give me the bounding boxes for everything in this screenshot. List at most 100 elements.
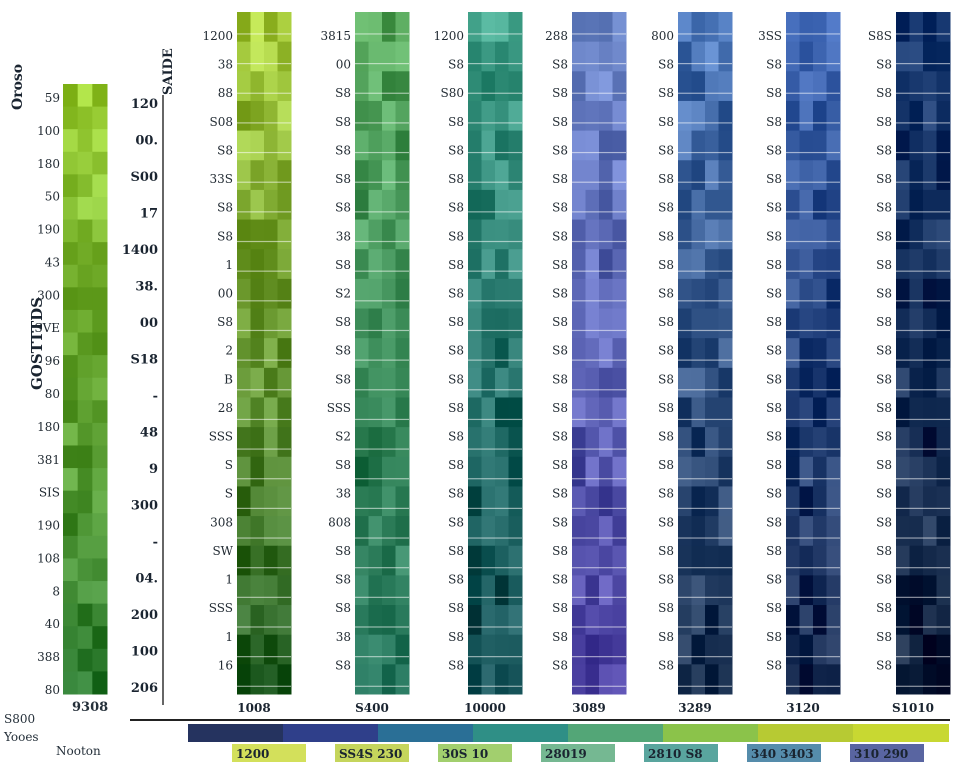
- column-row-label: S8: [658, 401, 674, 415]
- column-row-label: 1: [225, 258, 233, 272]
- column-cell: [599, 516, 613, 547]
- column-cell: [468, 12, 482, 43]
- column-cell: [395, 634, 410, 665]
- left-column-cell: [77, 129, 93, 153]
- mid-axis-tick: -: [153, 389, 158, 404]
- column-cell-stripe: [572, 240, 626, 243]
- column-cell-stripe: [786, 63, 840, 65]
- legend-label-3: Nooton: [56, 744, 101, 758]
- column-cell: [705, 278, 719, 310]
- column-cell: [909, 249, 924, 280]
- column-cell-stripe: [355, 300, 409, 302]
- column-cell: [909, 367, 924, 398]
- column-cell: [585, 575, 600, 606]
- column-row-label: S8: [335, 258, 351, 272]
- left-column-cell: [63, 671, 79, 695]
- left-axis-tick: 381: [37, 453, 60, 467]
- column-cell: [585, 516, 600, 547]
- column-row-label: 808: [328, 515, 351, 529]
- column-cell: [382, 486, 396, 517]
- column-row-label: S8: [552, 58, 568, 72]
- column-cell: [355, 367, 369, 398]
- column-row-label: S8: [448, 58, 464, 72]
- column-cell: [237, 219, 251, 250]
- column-cell: [612, 664, 627, 695]
- column-cell: [237, 486, 251, 517]
- legend-color-swatch: [758, 724, 854, 742]
- column-cell: [705, 605, 719, 636]
- column-cell: [355, 308, 369, 339]
- column-cell: [599, 278, 613, 310]
- column-cell: [277, 397, 292, 428]
- column-cell-stripe: [468, 448, 522, 450]
- column-row-label: S8: [876, 401, 892, 415]
- column-row-label: S8: [766, 172, 782, 186]
- column-cell-stripe: [237, 240, 291, 243]
- left-column-cell: [63, 151, 79, 175]
- left-column-cell: [77, 309, 93, 334]
- column-cell-stripe: [355, 656, 409, 658]
- column-cell: [691, 605, 706, 636]
- column-cell-stripe: [678, 92, 732, 94]
- column-cell: [691, 367, 706, 398]
- column-row-label: S8: [876, 544, 892, 558]
- column-cell: [799, 278, 814, 310]
- column-row-label: S8: [658, 515, 674, 529]
- column-cell-stripe: [355, 389, 409, 391]
- column-cell: [599, 160, 613, 191]
- left-column-cell: [63, 287, 79, 311]
- column-cell: [718, 456, 733, 487]
- column-cell: [599, 634, 613, 665]
- column-cell: [799, 41, 814, 72]
- column-cell: [718, 130, 733, 161]
- column-cell: [468, 456, 482, 487]
- column-cell-stripe: [896, 300, 950, 302]
- column-cell-stripe: [468, 507, 522, 509]
- column-cell: [264, 338, 278, 369]
- column-cell: [382, 308, 396, 339]
- column-cell: [826, 397, 841, 428]
- column-cell: [495, 308, 509, 339]
- column-cell-stripe: [572, 270, 626, 272]
- column-cell: [264, 160, 278, 191]
- column-cell: [909, 456, 924, 487]
- column-cell-stripe: [237, 151, 291, 154]
- column-cell: [813, 575, 827, 606]
- column-row-label: S8: [448, 544, 464, 558]
- column-cell: [382, 100, 396, 132]
- column-cell-stripe: [786, 389, 840, 391]
- column-cell: [250, 397, 265, 428]
- column-cell: [923, 516, 937, 547]
- column-row-label: S8: [876, 258, 892, 272]
- column-cell-stripe: [896, 33, 950, 35]
- column-cell: [896, 12, 910, 43]
- column-cell: [923, 249, 937, 280]
- column-cell: [395, 427, 410, 458]
- left-axis-tick: 59: [45, 91, 60, 105]
- column-cell: [468, 427, 482, 458]
- column-cell-stripe: [678, 685, 732, 687]
- column-cell-stripe: [678, 270, 732, 272]
- left-axis-tick: 80: [45, 683, 60, 697]
- column-cell: [382, 160, 396, 191]
- column-cell: [799, 605, 814, 636]
- column-cell: [495, 249, 509, 280]
- column-cell: [923, 605, 937, 636]
- column-row-label: S8: [658, 86, 674, 100]
- column-cell: [691, 427, 706, 458]
- column-cell-stripe: [237, 211, 291, 213]
- column-cell-stripe: [355, 270, 409, 272]
- column-cell: [368, 545, 383, 576]
- column-row-label: S8: [448, 229, 464, 243]
- column-cell: [909, 160, 924, 191]
- column-cell: [355, 634, 369, 665]
- column-cell: [612, 308, 627, 339]
- column-cell: [382, 397, 396, 428]
- column-cell: [264, 12, 278, 43]
- column-cell: [572, 456, 586, 487]
- column-row-label: S8: [552, 286, 568, 300]
- column-cell: [495, 605, 509, 636]
- column-row-label: S8: [658, 344, 674, 358]
- column-cell-stripe: [896, 389, 950, 391]
- column-cell-stripe: [237, 567, 291, 569]
